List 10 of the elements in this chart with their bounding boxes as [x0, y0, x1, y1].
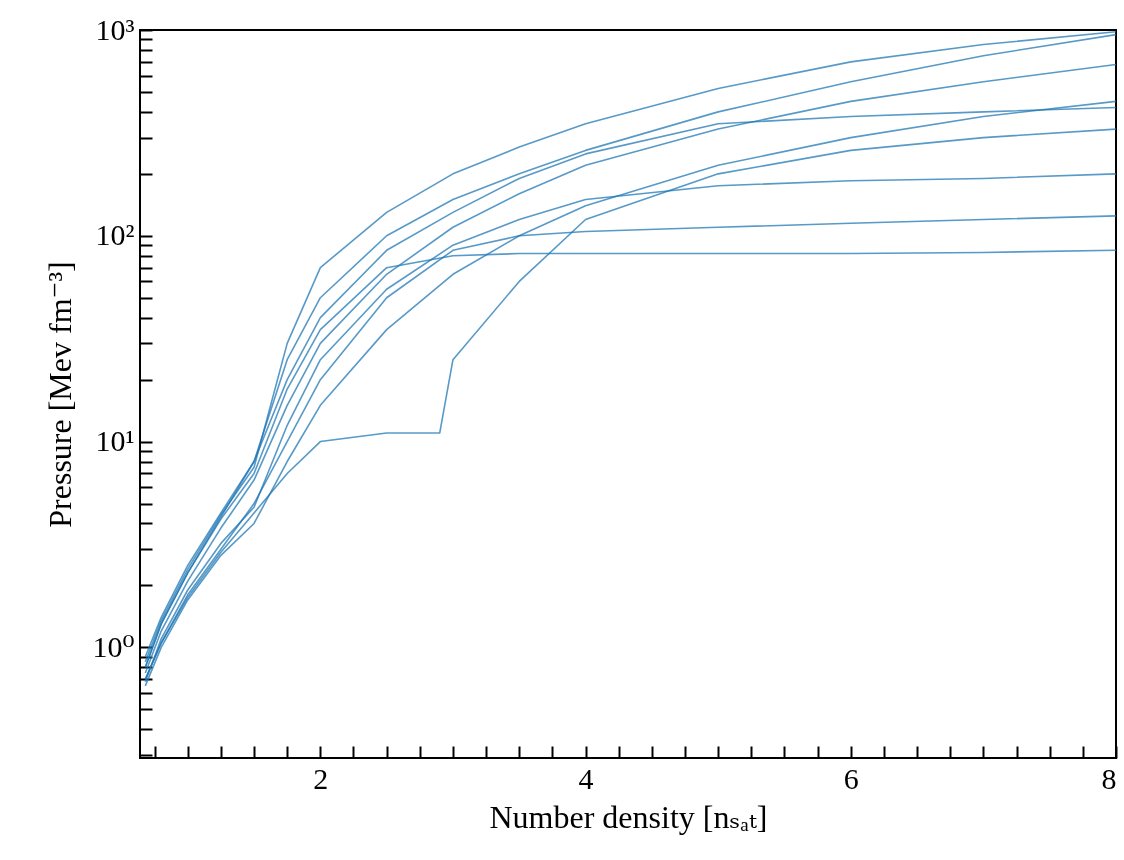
y-tick-label: 10² — [95, 218, 135, 252]
y-axis-title: Pressure [Mev fm⁻³] — [42, 261, 79, 528]
x-tick-label: 8 — [1101, 761, 1117, 795]
x-axis-title: Number density [nₛₐₜ] — [489, 798, 768, 835]
x-tick-label: 4 — [578, 761, 594, 795]
y-tick-label: 10¹ — [95, 424, 135, 458]
x-tick-label: 2 — [313, 761, 329, 795]
y-tick-label: 10⁰ — [92, 629, 135, 663]
x-tick-label: 6 — [843, 761, 859, 795]
y-tick-label: 10³ — [95, 12, 135, 46]
